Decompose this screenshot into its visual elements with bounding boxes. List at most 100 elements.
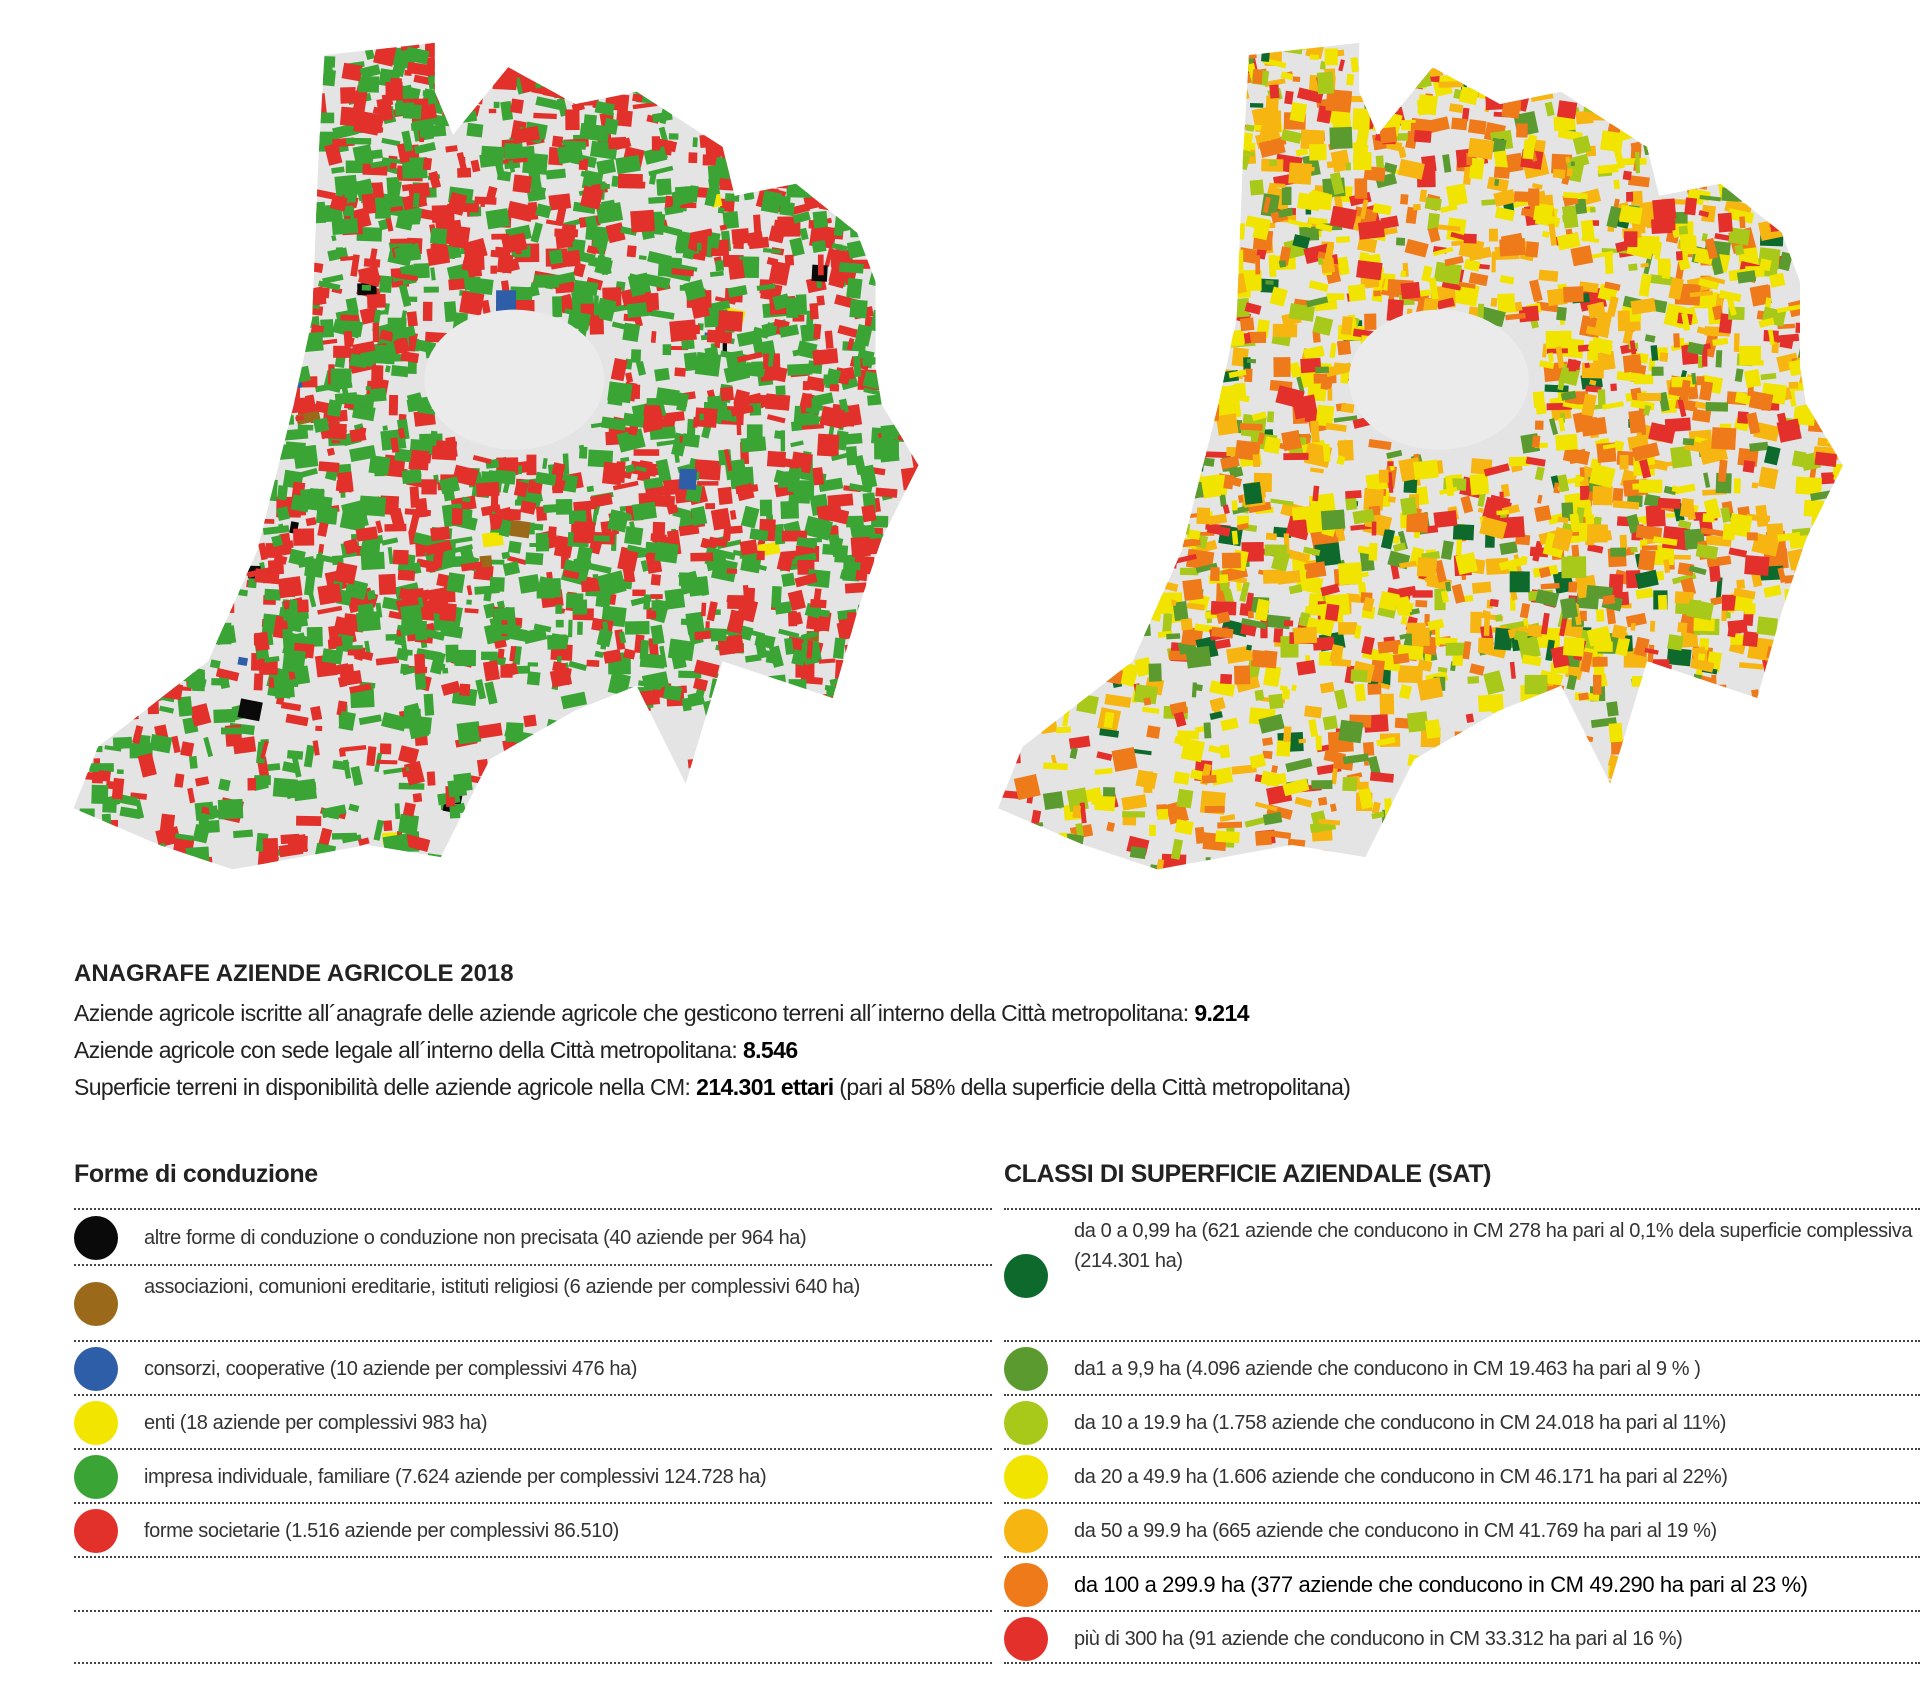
map-patch xyxy=(869,576,892,591)
map-patch xyxy=(827,493,854,508)
map-patch xyxy=(1078,368,1097,378)
map-patch xyxy=(709,716,727,727)
map-patch xyxy=(1413,203,1421,211)
map-patch xyxy=(750,95,763,111)
map-patch xyxy=(318,280,341,291)
map-patch xyxy=(135,424,148,445)
map-patch xyxy=(403,866,424,870)
map-patch xyxy=(143,534,167,554)
map-patch xyxy=(1630,622,1636,631)
map-patch xyxy=(1026,824,1040,833)
map-patch xyxy=(912,157,919,168)
map-patch xyxy=(1030,457,1049,482)
map-patch xyxy=(235,364,252,386)
map-patch xyxy=(816,295,825,306)
map-patch xyxy=(414,673,427,690)
map-patch xyxy=(442,46,464,58)
map-patch xyxy=(767,145,795,162)
map-patch xyxy=(264,164,272,179)
map-patch xyxy=(849,744,860,761)
map-patch xyxy=(1375,155,1385,169)
map-patch xyxy=(358,76,380,93)
map-patch xyxy=(1803,274,1814,286)
map-patch xyxy=(852,209,871,231)
map-patch xyxy=(166,436,184,451)
map-patch xyxy=(1460,495,1474,514)
map-patch xyxy=(329,194,348,212)
map-patch xyxy=(88,250,113,261)
map-patch xyxy=(1318,818,1341,826)
map-patch xyxy=(607,717,634,732)
map-patch xyxy=(910,248,919,261)
map-patch xyxy=(512,125,541,145)
map-patch xyxy=(779,324,800,338)
map-patch xyxy=(1346,73,1355,86)
map-patch xyxy=(822,74,844,85)
map-patch xyxy=(484,61,495,73)
map-patch xyxy=(77,161,88,184)
map-patch xyxy=(1608,764,1629,782)
map-patch xyxy=(1016,186,1038,200)
map-patch xyxy=(1491,251,1496,273)
map-patch xyxy=(221,133,229,148)
map-patch xyxy=(466,255,483,278)
map-patch xyxy=(191,516,208,528)
map-patch xyxy=(1481,198,1497,206)
map-patch xyxy=(612,480,639,491)
map-patch xyxy=(253,72,276,82)
map-patch xyxy=(1031,65,1041,87)
map-patch xyxy=(1743,768,1768,783)
map-patch xyxy=(1014,282,1038,307)
map-patch xyxy=(1743,369,1762,389)
map-patch xyxy=(1287,838,1306,847)
map-patch xyxy=(190,301,210,307)
map-patch xyxy=(161,585,174,605)
map-patch xyxy=(224,278,251,297)
map-patch xyxy=(708,536,728,548)
map-patch xyxy=(96,86,121,99)
map-patch xyxy=(1177,730,1199,740)
map-patch xyxy=(880,73,890,93)
map-patch xyxy=(429,430,438,446)
map-patch xyxy=(794,166,807,178)
map-patch xyxy=(888,636,910,659)
map-patch xyxy=(1579,467,1585,478)
map-patch xyxy=(1023,582,1040,598)
map-patch xyxy=(822,74,835,83)
map-patch xyxy=(332,122,359,140)
map-patch xyxy=(749,679,756,695)
map-patch xyxy=(900,295,916,312)
map-patch xyxy=(627,272,652,298)
map-patch xyxy=(158,487,175,503)
map-patch xyxy=(1648,708,1662,729)
map-patch xyxy=(708,678,735,702)
map-patch xyxy=(865,718,875,733)
map-patch xyxy=(224,492,242,508)
map-patch xyxy=(1258,713,1285,734)
map-patch xyxy=(772,293,791,311)
map-patch xyxy=(1218,64,1230,84)
map-patch xyxy=(776,57,787,69)
map-patch xyxy=(840,796,851,806)
map-patch xyxy=(283,126,309,134)
map-patch xyxy=(476,758,490,777)
map-patch xyxy=(533,777,548,800)
map-patch xyxy=(103,310,130,335)
map-patch xyxy=(1309,143,1327,161)
map-patch xyxy=(1168,97,1190,117)
map-patch xyxy=(280,319,301,331)
map-patch xyxy=(1232,89,1243,107)
map-patch xyxy=(1434,42,1441,49)
map-patch xyxy=(789,467,802,474)
map-patch xyxy=(1414,859,1421,870)
map-patch xyxy=(678,524,700,537)
map-patch xyxy=(1030,89,1046,107)
map-patch xyxy=(855,641,877,649)
map-patch xyxy=(176,473,200,484)
map-patch xyxy=(404,508,432,517)
map-patch xyxy=(264,336,272,355)
map-patch xyxy=(1662,874,1684,892)
map-patch xyxy=(1766,96,1793,106)
map-patch xyxy=(275,198,294,208)
map-patch xyxy=(1008,745,1021,764)
